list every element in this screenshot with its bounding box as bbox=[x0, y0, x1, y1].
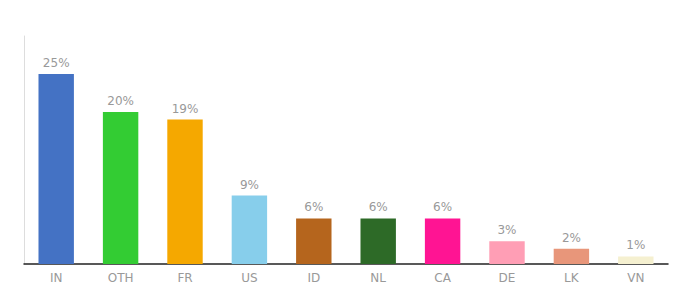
svg-text:9%: 9% bbox=[240, 178, 259, 192]
svg-text:US: US bbox=[241, 271, 257, 285]
svg-text:19%: 19% bbox=[172, 102, 199, 116]
svg-text:20%: 20% bbox=[107, 94, 134, 108]
svg-text:1%: 1% bbox=[626, 238, 645, 252]
svg-text:OTH: OTH bbox=[108, 271, 134, 285]
svg-text:25%: 25% bbox=[43, 56, 70, 70]
svg-text:IN: IN bbox=[50, 271, 63, 285]
svg-text:2%: 2% bbox=[562, 231, 581, 245]
svg-text:DE: DE bbox=[499, 271, 516, 285]
svg-text:6%: 6% bbox=[433, 200, 452, 214]
svg-text:VN: VN bbox=[627, 271, 644, 285]
svg-text:6%: 6% bbox=[304, 200, 323, 214]
svg-text:NL: NL bbox=[370, 271, 386, 285]
svg-text:ID: ID bbox=[307, 271, 320, 285]
svg-text:LK: LK bbox=[564, 271, 580, 285]
svg-text:FR: FR bbox=[177, 271, 192, 285]
svg-text:3%: 3% bbox=[497, 223, 516, 237]
svg-text:CA: CA bbox=[434, 271, 451, 285]
svg-text:6%: 6% bbox=[369, 200, 388, 214]
